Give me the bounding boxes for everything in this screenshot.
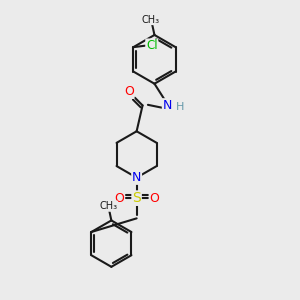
Text: N: N bbox=[163, 99, 172, 112]
Text: O: O bbox=[114, 192, 124, 205]
Text: S: S bbox=[132, 191, 141, 205]
Text: N: N bbox=[132, 171, 141, 184]
Text: Cl: Cl bbox=[146, 39, 158, 52]
Text: CH₃: CH₃ bbox=[142, 14, 160, 25]
Text: CH₃: CH₃ bbox=[99, 201, 118, 211]
Text: O: O bbox=[124, 85, 134, 98]
Text: H: H bbox=[176, 102, 184, 112]
Text: O: O bbox=[149, 192, 159, 205]
